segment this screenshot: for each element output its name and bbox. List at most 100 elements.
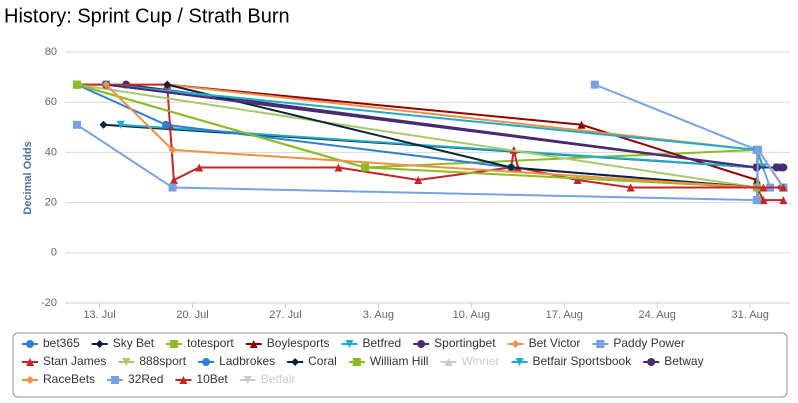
- legend-item: Betway: [643, 354, 704, 368]
- marker: [779, 183, 788, 192]
- legend-label: Boylesports: [267, 336, 330, 350]
- marker: [511, 340, 520, 348]
- marker: [102, 80, 111, 89]
- legend-item: Sky Bet: [91, 336, 155, 350]
- marker: [754, 145, 763, 154]
- marker: [752, 196, 761, 205]
- marker: [444, 358, 453, 366]
- legend-item: Betfair: [239, 372, 295, 386]
- x-tick-label: 20. Jul: [176, 309, 208, 321]
- marker: [596, 340, 605, 348]
- x-tick-label: 24. Aug: [639, 309, 676, 321]
- marker: [26, 358, 34, 366]
- marker: [417, 340, 426, 348]
- legend-label: Betfair Sportsbook: [533, 354, 633, 368]
- legend-item: Bet Victor: [507, 336, 581, 350]
- marker: [759, 183, 768, 192]
- legend-item: Paddy Power: [592, 336, 685, 350]
- x-tick-label: 3. Aug: [363, 309, 394, 321]
- marker: [361, 163, 370, 172]
- legend-item: Betfair Sportsbook: [511, 354, 633, 368]
- legend-label: Winner: [461, 354, 499, 368]
- legend-label: Sportingbet: [434, 336, 496, 350]
- legend-label: totesport: [187, 336, 234, 350]
- legend-label: William Hill: [370, 354, 429, 368]
- y-axis-title: Decimal Odds: [22, 141, 34, 214]
- legend-label: bet365: [43, 336, 80, 350]
- chart-title: History: Sprint Cup / Strath Burn: [4, 5, 290, 27]
- marker: [772, 163, 781, 172]
- legend-item: Coral: [287, 354, 337, 368]
- legend-item: Betfred: [341, 336, 401, 350]
- marker: [72, 80, 81, 89]
- legend-item: RaceBets: [22, 372, 95, 386]
- legend-item: 32Red: [107, 372, 163, 386]
- legend-label: Coral: [308, 354, 337, 368]
- x-tick-label: 31. Aug: [732, 309, 769, 321]
- marker: [161, 120, 170, 129]
- marker: [414, 176, 423, 185]
- marker: [169, 176, 178, 185]
- marker: [26, 340, 34, 348]
- marker: [243, 376, 252, 384]
- legend-item: Winner: [440, 354, 500, 368]
- marker: [345, 340, 354, 348]
- legend-label: Betfred: [362, 336, 401, 350]
- marker: [202, 358, 211, 366]
- marker: [507, 163, 516, 172]
- marker: [573, 176, 582, 185]
- legend-item: totesport: [166, 336, 234, 350]
- legend-label: 10Bet: [196, 372, 228, 386]
- legend-box: [12, 332, 788, 398]
- x-tick-label: 13. Jul: [83, 309, 115, 321]
- legend-item: Ladbrokes: [198, 354, 275, 368]
- y-tick-label: 20: [45, 197, 57, 209]
- legend-label: 32Red: [128, 372, 163, 386]
- legend-label: Stan James: [43, 354, 106, 368]
- marker: [26, 376, 34, 384]
- y-tick-label: 0: [51, 247, 57, 259]
- legend-label: Betway: [664, 354, 703, 368]
- marker: [99, 120, 108, 129]
- y-tick-label: -20: [41, 297, 57, 309]
- legend-item: 888sport: [118, 354, 187, 368]
- marker: [647, 358, 656, 366]
- marker: [291, 358, 300, 366]
- marker: [249, 340, 258, 348]
- y-tick-label: 40: [45, 146, 57, 158]
- legend-label: Ladbrokes: [219, 354, 275, 368]
- marker: [626, 183, 635, 192]
- marker: [352, 358, 361, 366]
- marker: [111, 376, 120, 384]
- legend-item: 10Bet: [175, 372, 228, 386]
- marker: [163, 80, 172, 89]
- marker: [168, 145, 177, 154]
- x-tick-label: 10. Aug: [453, 309, 490, 321]
- legend-item: William Hill: [348, 354, 429, 368]
- x-tick-label: 17. Aug: [546, 309, 583, 321]
- marker: [122, 358, 131, 366]
- legend-label: 888sport: [139, 354, 186, 368]
- marker: [168, 183, 177, 192]
- series-line: [76, 83, 757, 189]
- legend-item: Sportingbet: [413, 336, 496, 350]
- marker: [95, 340, 104, 348]
- legend-item: Boylesports: [245, 336, 330, 350]
- legend-item: Stan James: [22, 354, 106, 368]
- marker: [116, 120, 125, 129]
- y-tick-label: 60: [45, 96, 57, 108]
- legend-label: Sky Bet: [113, 336, 155, 350]
- marker: [515, 358, 524, 366]
- marker: [179, 376, 188, 384]
- marker: [195, 163, 204, 172]
- marker: [779, 196, 788, 205]
- marker: [577, 120, 586, 129]
- legend-label: Bet Victor: [529, 336, 581, 350]
- marker: [170, 340, 179, 348]
- marker: [334, 163, 343, 172]
- legend-item: bet365: [22, 336, 80, 350]
- marker: [72, 120, 81, 129]
- legend-label: RaceBets: [43, 372, 95, 386]
- x-tick-label: 27. Jul: [269, 309, 301, 321]
